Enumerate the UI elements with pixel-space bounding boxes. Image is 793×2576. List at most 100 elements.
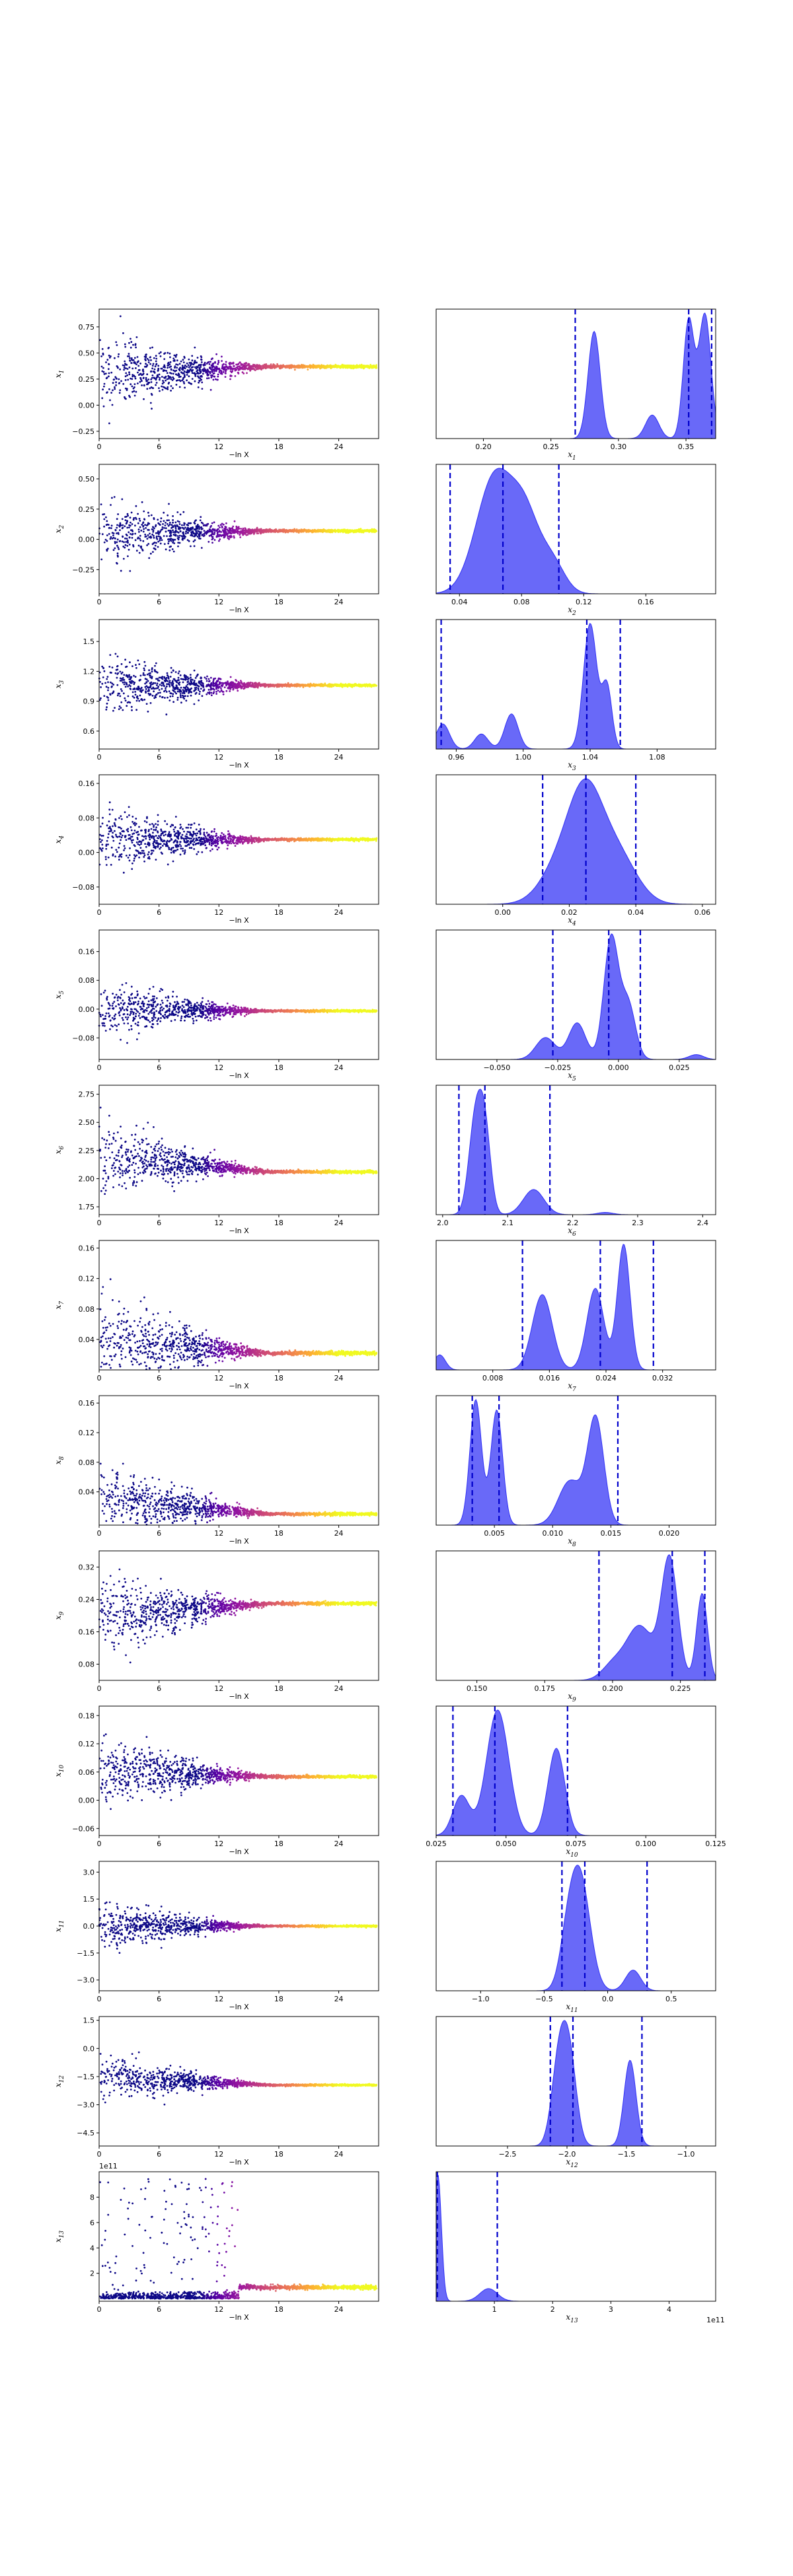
trace-point [162,523,164,525]
trace-point [167,674,169,676]
trace-point [173,534,175,536]
trace-point [168,678,170,680]
trace-point [167,519,169,521]
trace-point [193,682,195,684]
trace-point [127,368,129,370]
trace-point [155,524,157,526]
trace-point [110,372,112,374]
trace-point [165,370,167,372]
trace-point [210,525,212,527]
trace-point [162,382,164,384]
trace-point [228,530,230,532]
trace-point [204,363,206,365]
trace-point [295,685,297,687]
trace-point [172,522,174,524]
trace-point [245,684,246,686]
trace-point [134,395,136,397]
trace-point [371,365,373,367]
trace-point [167,680,169,682]
trace-point [172,687,174,689]
trace-point [355,365,357,367]
trace-point [207,692,209,694]
trace-point [125,686,127,688]
trace-point [121,690,123,692]
trace-point [211,682,213,684]
trace-point [200,366,202,368]
trace-point [146,685,148,687]
trace-point [201,528,203,530]
trace-point [363,530,365,532]
trace-point [180,361,182,363]
trace-point [194,528,196,530]
trace-point [158,835,160,837]
trace-point [229,378,231,380]
trace-point [219,691,221,693]
trace-point [187,532,189,534]
trace-point [116,365,118,367]
trace-point [172,519,174,521]
trace-point [165,530,167,532]
trace-point [147,524,149,526]
trace-point [210,687,212,689]
trace-ytick-label: 0.50 [79,349,95,357]
trace-point [155,688,157,690]
trace-point [352,529,354,531]
trace-point [126,516,128,518]
trace-point [186,374,188,376]
trace-point [207,369,209,371]
trace-point [198,686,200,688]
trace-point [334,684,336,686]
trace-point [170,527,172,529]
trace-point [241,367,243,369]
trace-point [213,683,215,685]
trace-point [182,539,184,541]
trace-point [231,536,233,538]
trace-point [116,684,118,686]
trace-point [197,375,199,377]
trace-point [266,528,268,530]
trace-point [151,386,153,388]
trace-point [228,683,230,685]
trace-point [110,536,112,538]
trace-point [147,522,149,524]
trace-point [175,535,177,537]
trace-point [178,683,180,685]
trace-point [106,824,108,826]
trace-point [146,373,148,375]
trace-point [239,682,241,684]
trace-point [176,525,178,527]
trace-point [116,344,118,346]
trace-point [108,524,110,526]
trace-point [174,365,176,367]
trace-point [221,372,223,374]
trace-point [227,534,229,536]
trace-point [126,375,128,376]
trace-point [130,682,132,684]
trace-point [176,354,178,356]
trace-point [193,684,195,686]
trace-point [225,530,227,532]
trace-point [110,504,112,506]
trace-point [134,383,136,385]
trace-point [154,665,156,667]
trace-point [188,530,190,532]
trace-point [132,688,134,690]
trace-point [117,694,119,696]
trace-point [220,535,222,537]
trace-point [204,367,206,369]
trace-point [167,515,169,517]
trace-point [233,532,235,534]
trace-point [126,705,128,707]
trace-point [125,367,127,369]
trace-point [178,691,180,693]
trace-point [190,365,192,367]
trace-point [197,536,199,538]
trace-point [99,340,101,341]
trace-point [109,654,111,656]
trace-point [308,530,310,532]
trace-point [180,687,182,689]
trace-point [215,682,217,684]
posterior-xtick-label: 1.04 [582,753,599,762]
trace-point [211,375,213,377]
trace-point [122,524,124,526]
